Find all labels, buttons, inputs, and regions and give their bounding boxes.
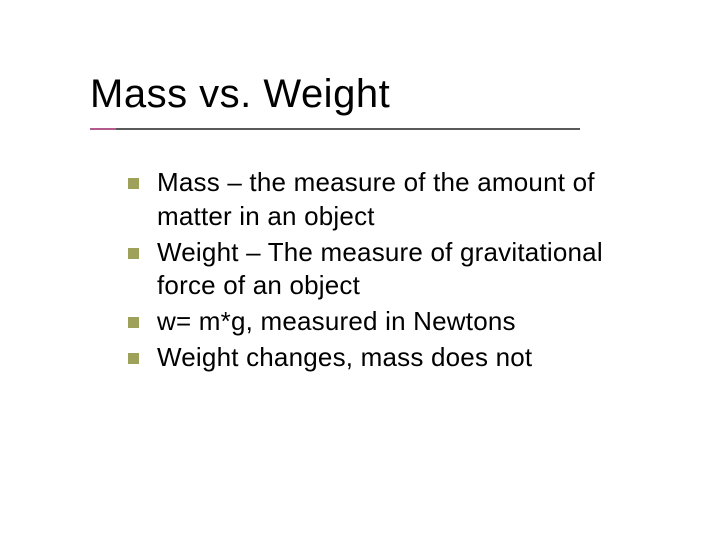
title-underline-accent xyxy=(90,128,116,130)
list-item-text: Weight changes, mass does not xyxy=(157,341,532,375)
square-bullet-icon xyxy=(128,248,139,259)
square-bullet-icon xyxy=(128,353,139,364)
list-item: Mass – the measure of the amount of matt… xyxy=(128,166,668,234)
slide-title: Mass vs. Weight xyxy=(90,72,390,116)
list-item-text: Mass – the measure of the amount of matt… xyxy=(157,166,668,234)
square-bullet-icon xyxy=(128,178,139,189)
list-item: Weight changes, mass does not xyxy=(128,341,668,375)
list-item: Weight – The measure of gravitational fo… xyxy=(128,236,668,304)
list-item: w= m*g, measured in Newtons xyxy=(128,305,668,339)
square-bullet-icon xyxy=(128,317,139,328)
list-item-text: Weight – The measure of gravitational fo… xyxy=(157,236,668,304)
slide: Mass vs. Weight Mass – the measure of th… xyxy=(0,0,720,540)
bullet-list: Mass – the measure of the amount of matt… xyxy=(128,166,668,377)
title-underline xyxy=(90,128,580,130)
list-item-text: w= m*g, measured in Newtons xyxy=(157,305,516,339)
title-block: Mass vs. Weight xyxy=(90,72,390,116)
